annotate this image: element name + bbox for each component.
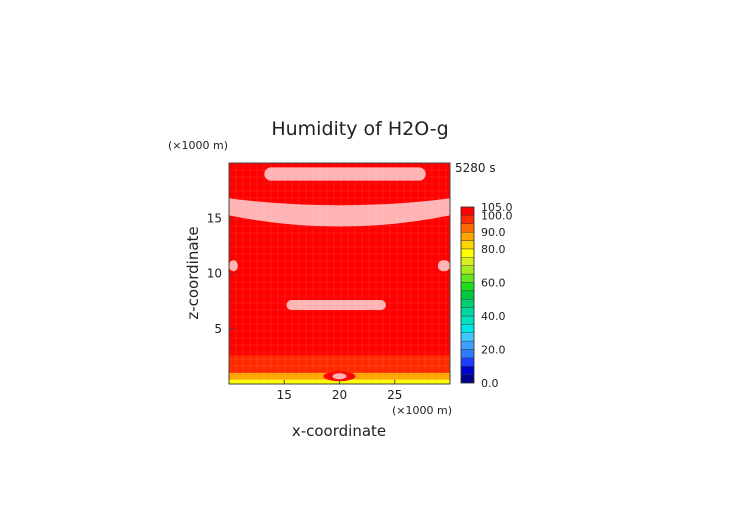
colorbar-label: 105.0 xyxy=(481,201,513,214)
colorbar-label: 100.0 xyxy=(481,209,513,222)
colorbar-swatch xyxy=(460,349,475,359)
colorbar-swatch xyxy=(460,215,475,224)
time-label: 5280 s xyxy=(455,161,496,175)
x-unit-label: (×1000 m) xyxy=(392,404,452,417)
colorbar-swatch xyxy=(460,223,475,233)
y-tick-label: 5 xyxy=(214,322,222,336)
colorbar-swatch xyxy=(460,324,475,333)
colorbar-swatch xyxy=(460,273,475,283)
surface-anomaly-inner xyxy=(332,373,347,380)
colorbar-swatch xyxy=(460,248,475,258)
colorbar-swatch xyxy=(460,357,475,367)
field-background xyxy=(229,163,450,384)
colorbar-swatch xyxy=(460,315,475,325)
colorbar-swatch xyxy=(460,265,475,275)
colorbar-swatch xyxy=(460,307,475,317)
humidity-region-0 xyxy=(264,167,426,181)
colorbar xyxy=(460,206,475,384)
colorbar-swatch xyxy=(460,206,475,216)
humidity-region-5 xyxy=(229,355,450,373)
colorbar-swatch xyxy=(460,257,475,266)
colorbar-swatch xyxy=(460,366,475,375)
humidity-region-1 xyxy=(229,198,450,227)
colorbar-label: 90.0 xyxy=(481,226,506,239)
colorbar-swatch xyxy=(460,282,475,292)
colorbar-swatch xyxy=(460,332,475,342)
colorbar-frame xyxy=(460,206,475,384)
colorbar-swatch xyxy=(460,298,475,308)
x-tick-label: 25 xyxy=(387,388,402,402)
colorbar-swatch xyxy=(460,374,475,384)
y-axis-label: z-coordinate xyxy=(184,226,202,319)
y-tick-label: 15 xyxy=(207,211,222,225)
humidity-region-3 xyxy=(437,260,450,272)
colorbar-label: 60.0 xyxy=(481,276,506,289)
x-axis-ticks: 15 20 25 xyxy=(277,380,402,402)
colorbar-swatch xyxy=(460,340,475,350)
humidity-region-2 xyxy=(229,260,238,272)
humidity-region-4 xyxy=(286,300,386,310)
y-unit-label: (×1000 m) xyxy=(168,139,228,152)
colorbar-swatch xyxy=(460,240,475,250)
x-axis-label: x-coordinate xyxy=(292,422,386,440)
colorbar-swatch xyxy=(460,231,475,241)
colorbar-swatch xyxy=(460,290,475,300)
colorbar-label: 40.0 xyxy=(481,310,506,323)
y-tick-label: 10 xyxy=(207,267,222,281)
colorbar-label: 20.0 xyxy=(481,343,506,356)
colorbar-label: 0.0 xyxy=(481,377,499,390)
heatmap-plot-area xyxy=(229,163,450,384)
x-tick-label: 20 xyxy=(332,388,347,402)
x-tick-label: 15 xyxy=(277,388,292,402)
colorbar-label: 80.0 xyxy=(481,243,506,256)
chart-title: Humidity of H2O-g xyxy=(271,118,448,140)
y-axis-ticks: 5 10 15 xyxy=(207,211,233,336)
